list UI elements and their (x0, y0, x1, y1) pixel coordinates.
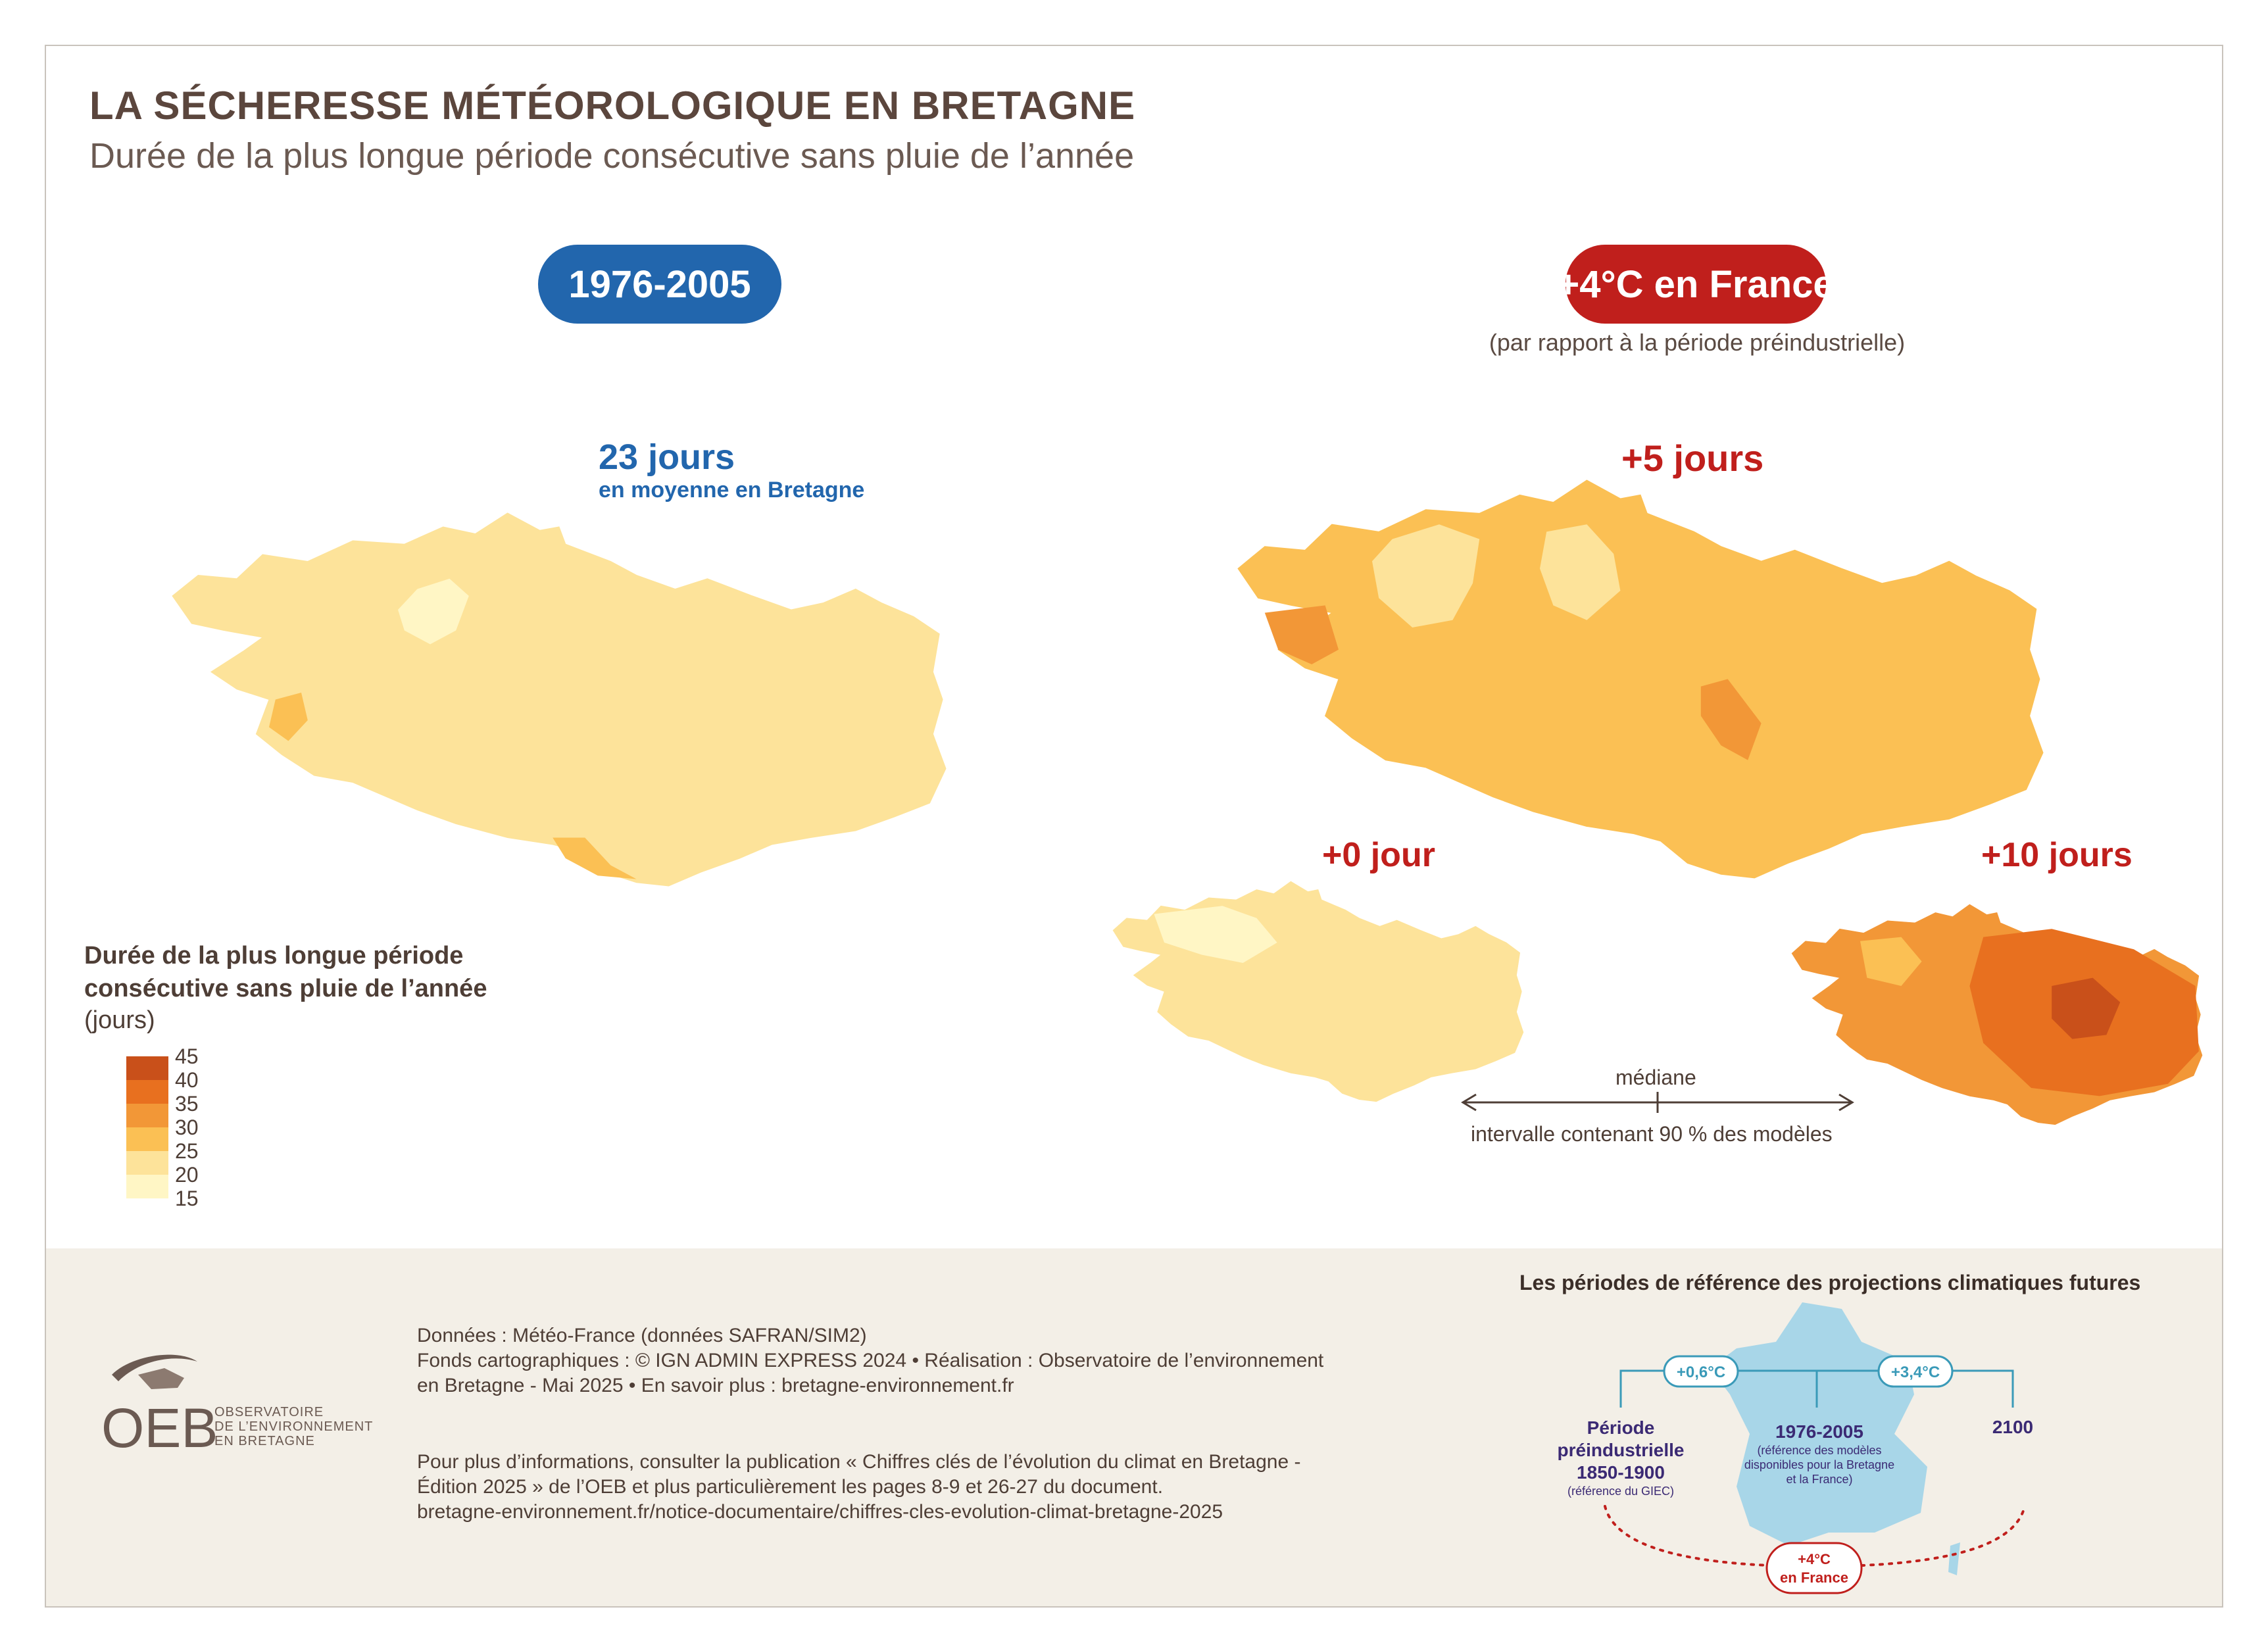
map-median (1237, 479, 2044, 879)
logo-line-1: OBSERVATOIRE (214, 1405, 324, 1419)
recent-note-2: disponibles pour la Bretagne (1744, 1458, 1895, 1471)
map-low (1112, 881, 1524, 1102)
map-median-zone-30-35 (1700, 679, 1762, 760)
scenario-note: (par rapport à la période préindustriell… (1489, 329, 1906, 356)
map-baseline-zone-15-20 (398, 578, 469, 645)
preindustrial-period-label: Période préindustrielle 1850-1900 (référ… (1548, 1417, 1693, 1498)
target-badge (1765, 1542, 1863, 1594)
more-info-block: Pour plus d’informations, consulter la p… (417, 1450, 1301, 1525)
map-median-zone-20-25 (1372, 524, 1480, 627)
corsica-icon (1948, 1542, 1960, 1575)
legend-swatch-40-45 (126, 1056, 168, 1080)
more-info-line: Édition 2025 » de l’OEB et plus particul… (417, 1476, 1164, 1498)
map-baseline-zone-25-30-b (553, 837, 637, 879)
legend-tick-label: 45 (175, 1045, 199, 1068)
map-median-zone-20-25-b (1540, 524, 1621, 620)
map-high-zone-25-30 (1860, 937, 1922, 986)
warming-badge-1-label: +0,6°C (1677, 1364, 1725, 1381)
legend-tick-label: 35 (175, 1092, 199, 1116)
legend-swatch-20-25 (126, 1151, 168, 1175)
logo-line-2: DE L’ENVIRONNEMENT (214, 1419, 374, 1434)
logo-acronym: OEB (101, 1397, 217, 1459)
map-baseline (172, 512, 947, 887)
target-line-2: en France (1780, 1569, 1848, 1586)
baseline-average-label: en moyenne en Bretagne (599, 478, 865, 503)
page-subtitle: Durée de la plus longue période consécut… (89, 136, 1135, 176)
warming-badge-1 (1663, 1355, 1739, 1388)
legend-swatch-30-35 (126, 1104, 168, 1127)
france-map-icon (1710, 1302, 1927, 1546)
high-delta-label: +10 jours (1981, 836, 2132, 874)
preindustrial-title: Période (1587, 1417, 1655, 1438)
interval-arrow (1461, 1092, 1854, 1113)
legend-swatch-25-30 (126, 1127, 168, 1151)
baseline-average-value: 23 jours (599, 437, 735, 477)
legend-tick-label: 20 (175, 1163, 199, 1187)
legend-tick-label: 25 (175, 1139, 199, 1163)
future-year-label: 2100 (1992, 1417, 2034, 1437)
legend-title: Durée de la plus longue période consécut… (84, 942, 487, 1002)
recent-years: 1976-2005 (1775, 1421, 1863, 1442)
recent-note-3: et la France) (1786, 1473, 1853, 1486)
map-low-zone-15-20 (1154, 906, 1277, 963)
more-info-link[interactable]: bretagne-environnement.fr/notice-documen… (417, 1501, 1223, 1523)
credits-line: Fonds cartographiques : © IGN ADMIN EXPR… (417, 1350, 1324, 1371)
arc-right (1860, 1505, 2026, 1567)
legend-tick-label: 30 (175, 1116, 199, 1139)
legend-tick-label: 40 (175, 1068, 199, 1092)
legend-unit: (jours) (84, 1006, 155, 1034)
baseline-period-badge: 1976-2005 (538, 245, 781, 324)
more-info-line: Pour plus d’informations, consulter la p… (417, 1451, 1301, 1473)
map-median-zone-30-35-b (1264, 605, 1339, 664)
legend-swatch-35-40 (126, 1080, 168, 1104)
map-high (1791, 904, 2203, 1125)
legend-swatch-15-20 (126, 1175, 168, 1198)
reference-periods-title: Les périodes de référence des projection… (1519, 1271, 2141, 1294)
warming-badge-2 (1877, 1355, 1954, 1388)
recent-note-1: (référence des modèles (1757, 1444, 1882, 1457)
page-title: LA SÉCHERESSE MÉTÉOROLOGIQUE EN BRETAGNE (89, 84, 1136, 128)
arc-left (1604, 1505, 1771, 1567)
median-delta-label: +5 jours (1621, 437, 1764, 479)
median-label: médiane (1615, 1066, 1696, 1089)
logo-text: OBSERVATOIRE DE L’ENVIRONNEMENT EN BRETA… (214, 1405, 373, 1448)
legend-tick-label: 15 (175, 1187, 199, 1210)
credits-block: Données : Météo-France (données SAFRAN/S… (417, 1323, 1323, 1398)
credits-line: Données : Météo-France (données SAFRAN/S… (417, 1325, 867, 1346)
credits-line: en Bretagne - Mai 2025 • En savoir plus … (417, 1375, 1014, 1396)
oeb-logo-icon: OEB (101, 1354, 217, 1459)
low-delta-label: +0 jour (1322, 836, 1435, 874)
map-baseline-zone-25-30 (269, 693, 308, 741)
scenario-badge: +4°C en France (1557, 245, 1835, 324)
logo-line-3: EN BRETAGNE (214, 1434, 315, 1448)
preindustrial-years: 1850-1900 (1577, 1462, 1665, 1483)
target-line-1: +4°C (1798, 1551, 1831, 1567)
warming-badge-2-label: +3,4°C (1891, 1364, 1940, 1381)
preindustrial-note: (référence du GIEC) (1567, 1485, 1675, 1498)
map-high-zone-40-45 (2052, 977, 2121, 1039)
preindustrial-title-2: préindustrielle (1557, 1440, 1685, 1460)
recent-period-label: 1976-2005 (référence des modèles disponi… (1727, 1421, 1911, 1487)
interval-label: intervalle contenant 90 % des modèles (1471, 1122, 1833, 1146)
